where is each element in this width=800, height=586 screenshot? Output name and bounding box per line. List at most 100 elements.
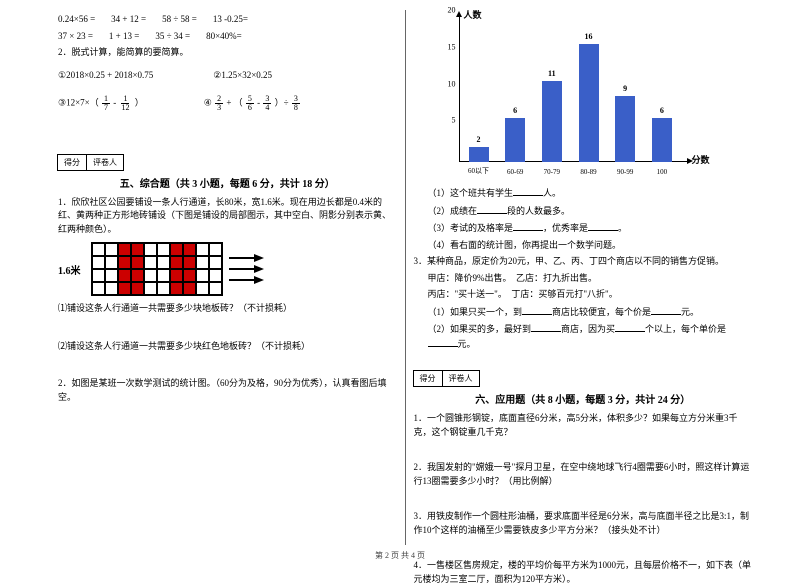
text: 个以上，每个单价是 xyxy=(645,324,726,334)
sec6-q3: 3．用铁皮制作一个圆柱形油桶，要求底面半径是6分米，高与底面半径之比是3:1，制… xyxy=(414,510,753,537)
chart-q3: （3）考试的及格率是 ，优秀率是 。 xyxy=(414,221,753,236)
blank xyxy=(428,337,458,347)
expr-text: ）÷ xyxy=(275,97,291,107)
x-tick-label: 60以下 xyxy=(468,166,489,176)
x-tick-label: 80-89 xyxy=(580,168,596,176)
chart-bar: 11 xyxy=(542,81,562,162)
bar-value-label: 6 xyxy=(660,106,664,115)
bar-value-label: 16 xyxy=(585,32,593,41)
arith-cell: 13 -0.25= xyxy=(213,13,248,27)
chart-q2: （2）成绩在 段的人数最多。 xyxy=(414,204,753,219)
score-label: 得分 xyxy=(413,370,443,387)
fraction: 56 xyxy=(246,95,254,112)
arith-cell: 80×40%= xyxy=(206,30,242,44)
arith-cell: 37 × 23 = xyxy=(58,30,93,44)
text: 商店，因为买 xyxy=(561,324,615,334)
blank xyxy=(513,186,543,196)
text: 人。 xyxy=(543,188,561,198)
left-column: 0.24×56 = 34 + 12 = 58 ÷ 58 = 13 -0.25= … xyxy=(50,10,406,545)
expr-text: + （ xyxy=(226,97,242,107)
tile-diagram: 1.6米 xyxy=(58,242,397,296)
q3-line-b: 丙店："买十送一"。 丁店：买够百元打"八折"。 xyxy=(414,288,753,302)
text: 。 xyxy=(618,223,627,233)
q3-sub2: （2）如果买的多，最好到 商店，因为买 个以上，每个单价是元。 xyxy=(414,322,753,351)
expr-4: ④ 23 + （ 56 - 34 ）÷ 38 xyxy=(204,95,301,112)
bar-value-label: 6 xyxy=(513,106,517,115)
page-footer: 第 2 页 共 4 页 xyxy=(0,550,800,561)
bar-value-label: 11 xyxy=(548,69,556,78)
dimension-label: 1.6米 xyxy=(58,262,81,277)
bar-value-label: 2 xyxy=(477,135,481,144)
fraction: 34 xyxy=(263,95,271,112)
text: 商店比较便宜，每个价是 xyxy=(552,307,651,317)
arith-cell: 35 ÷ 34 = xyxy=(155,30,190,44)
fraction: 17 xyxy=(102,95,110,112)
text: （2）成绩在 xyxy=(428,206,478,216)
chart-bar: 6 xyxy=(652,118,672,162)
grader-label: 评卷人 xyxy=(442,370,480,387)
sec5-q1: 1．欣欣社区公园要铺设一条人行通道，长80米，宽1.6米。现在用边长都是0.4米… xyxy=(58,196,397,237)
text: （1）这个班共有学生 xyxy=(428,188,514,198)
chart-q1: （1）这个班共有学生 人。 xyxy=(414,186,753,201)
expr-1: ①2018×0.25 + 2018×0.75 xyxy=(58,70,153,81)
sec5-q1b: ⑵铺设这条人行通道一共需要多少块红色地板砖？（不计损耗） xyxy=(58,340,397,354)
text: ，优秀率是 xyxy=(543,223,588,233)
chart-bar: 16 xyxy=(579,44,599,162)
bar-value-label: 9 xyxy=(623,84,627,93)
text: 段的人数最多。 xyxy=(507,206,570,216)
q3-line-a: 甲店：降价9%出售。 乙店：打九折出售。 xyxy=(414,272,753,286)
sec5-q2: 2．如图是某班一次数学测试的统计图。（60分为及格，90分为优秀），认真看图后填… xyxy=(58,377,397,404)
expr-text: - xyxy=(257,97,262,107)
y-tick-label: 10 xyxy=(448,79,456,88)
question-2: 2．脱式计算，能简算的要简算。 xyxy=(58,46,397,60)
score-box-2: 得分 评卷人 xyxy=(414,370,753,387)
y-tick-label: 5 xyxy=(452,116,456,125)
arith-cell: 34 + 12 = xyxy=(111,13,146,27)
y-axis-title: 人数 xyxy=(464,8,482,21)
chart-bar: 6 xyxy=(505,118,525,162)
blank xyxy=(531,322,561,332)
score-label: 得分 xyxy=(57,154,87,171)
expr-text: ③12×7×（ xyxy=(58,97,99,107)
sec6-q1: 1．一个圆锥形钢锭，底面直径6分米，高5分米，体积多少？如果每立方分米重3千克，… xyxy=(414,412,753,439)
y-axis xyxy=(459,15,460,162)
chart-bar: 9 xyxy=(615,96,635,162)
sec5-q1a: ⑴铺设这条人行通道一共需要多少块地板砖？（不计损耗） xyxy=(58,302,397,316)
expr-2: ②1.25×32×0.25 xyxy=(213,70,272,81)
x-tick-label: 90-99 xyxy=(617,168,633,176)
expr-text: ） xyxy=(135,97,144,107)
blank xyxy=(477,204,507,214)
chart-q4: （4）看右面的统计图，你再提出一个数学问题。 xyxy=(414,239,753,253)
blank xyxy=(522,305,552,315)
fraction: 23 xyxy=(215,95,223,112)
arith-row-2: 37 × 23 = 1 + 13 = 35 ÷ 34 = 80×40%= xyxy=(58,30,397,44)
section-6-title: 六、应用题（共 8 小题，每题 3 分，共计 24 分） xyxy=(414,391,753,406)
expr-text: ④ xyxy=(204,97,212,107)
blank xyxy=(651,305,681,315)
sec6-q4: 4．一售楼区售房规定，楼的平均价每平方米为1000元，且每层价格不一，如下表（单… xyxy=(414,559,753,586)
x-tick-label: 60-69 xyxy=(507,168,523,176)
text: 元。 xyxy=(681,307,699,317)
score-box: 得分 评卷人 xyxy=(58,154,397,171)
blank xyxy=(588,221,618,231)
text: （2）如果买的多，最好到 xyxy=(428,324,532,334)
arith-cell: 58 ÷ 58 = xyxy=(162,13,197,27)
expr-3: ③12×7×（ 17 - 112 ） xyxy=(58,95,144,112)
right-column: 人数 分数 5101520260以下660-691170-791680-8999… xyxy=(406,10,761,545)
text: （1）如果只买一个，到 xyxy=(428,307,523,317)
blank xyxy=(513,221,543,231)
grader-label: 评卷人 xyxy=(86,154,124,171)
q3-sub1: （1）如果只买一个，到 商店比较便宜，每个价是 元。 xyxy=(414,305,753,320)
section-5-title: 五、综合题（共 3 小题，每题 6 分，共计 18 分） xyxy=(58,175,397,190)
fraction: 38 xyxy=(292,95,300,112)
y-tick-label: 20 xyxy=(448,6,456,15)
x-axis-title: 分数 xyxy=(691,153,709,166)
arith-cell: 0.24×56 = xyxy=(58,13,95,27)
text: 元。 xyxy=(458,339,476,349)
tile-grid xyxy=(91,242,223,296)
y-tick-label: 15 xyxy=(448,42,456,51)
x-tick-label: 100 xyxy=(657,168,668,176)
arith-cell: 1 + 13 = xyxy=(109,30,139,44)
bar-chart: 人数 分数 5101520260以下660-691170-791680-8999… xyxy=(434,10,694,180)
text: （3）考试的及格率是 xyxy=(428,223,514,233)
